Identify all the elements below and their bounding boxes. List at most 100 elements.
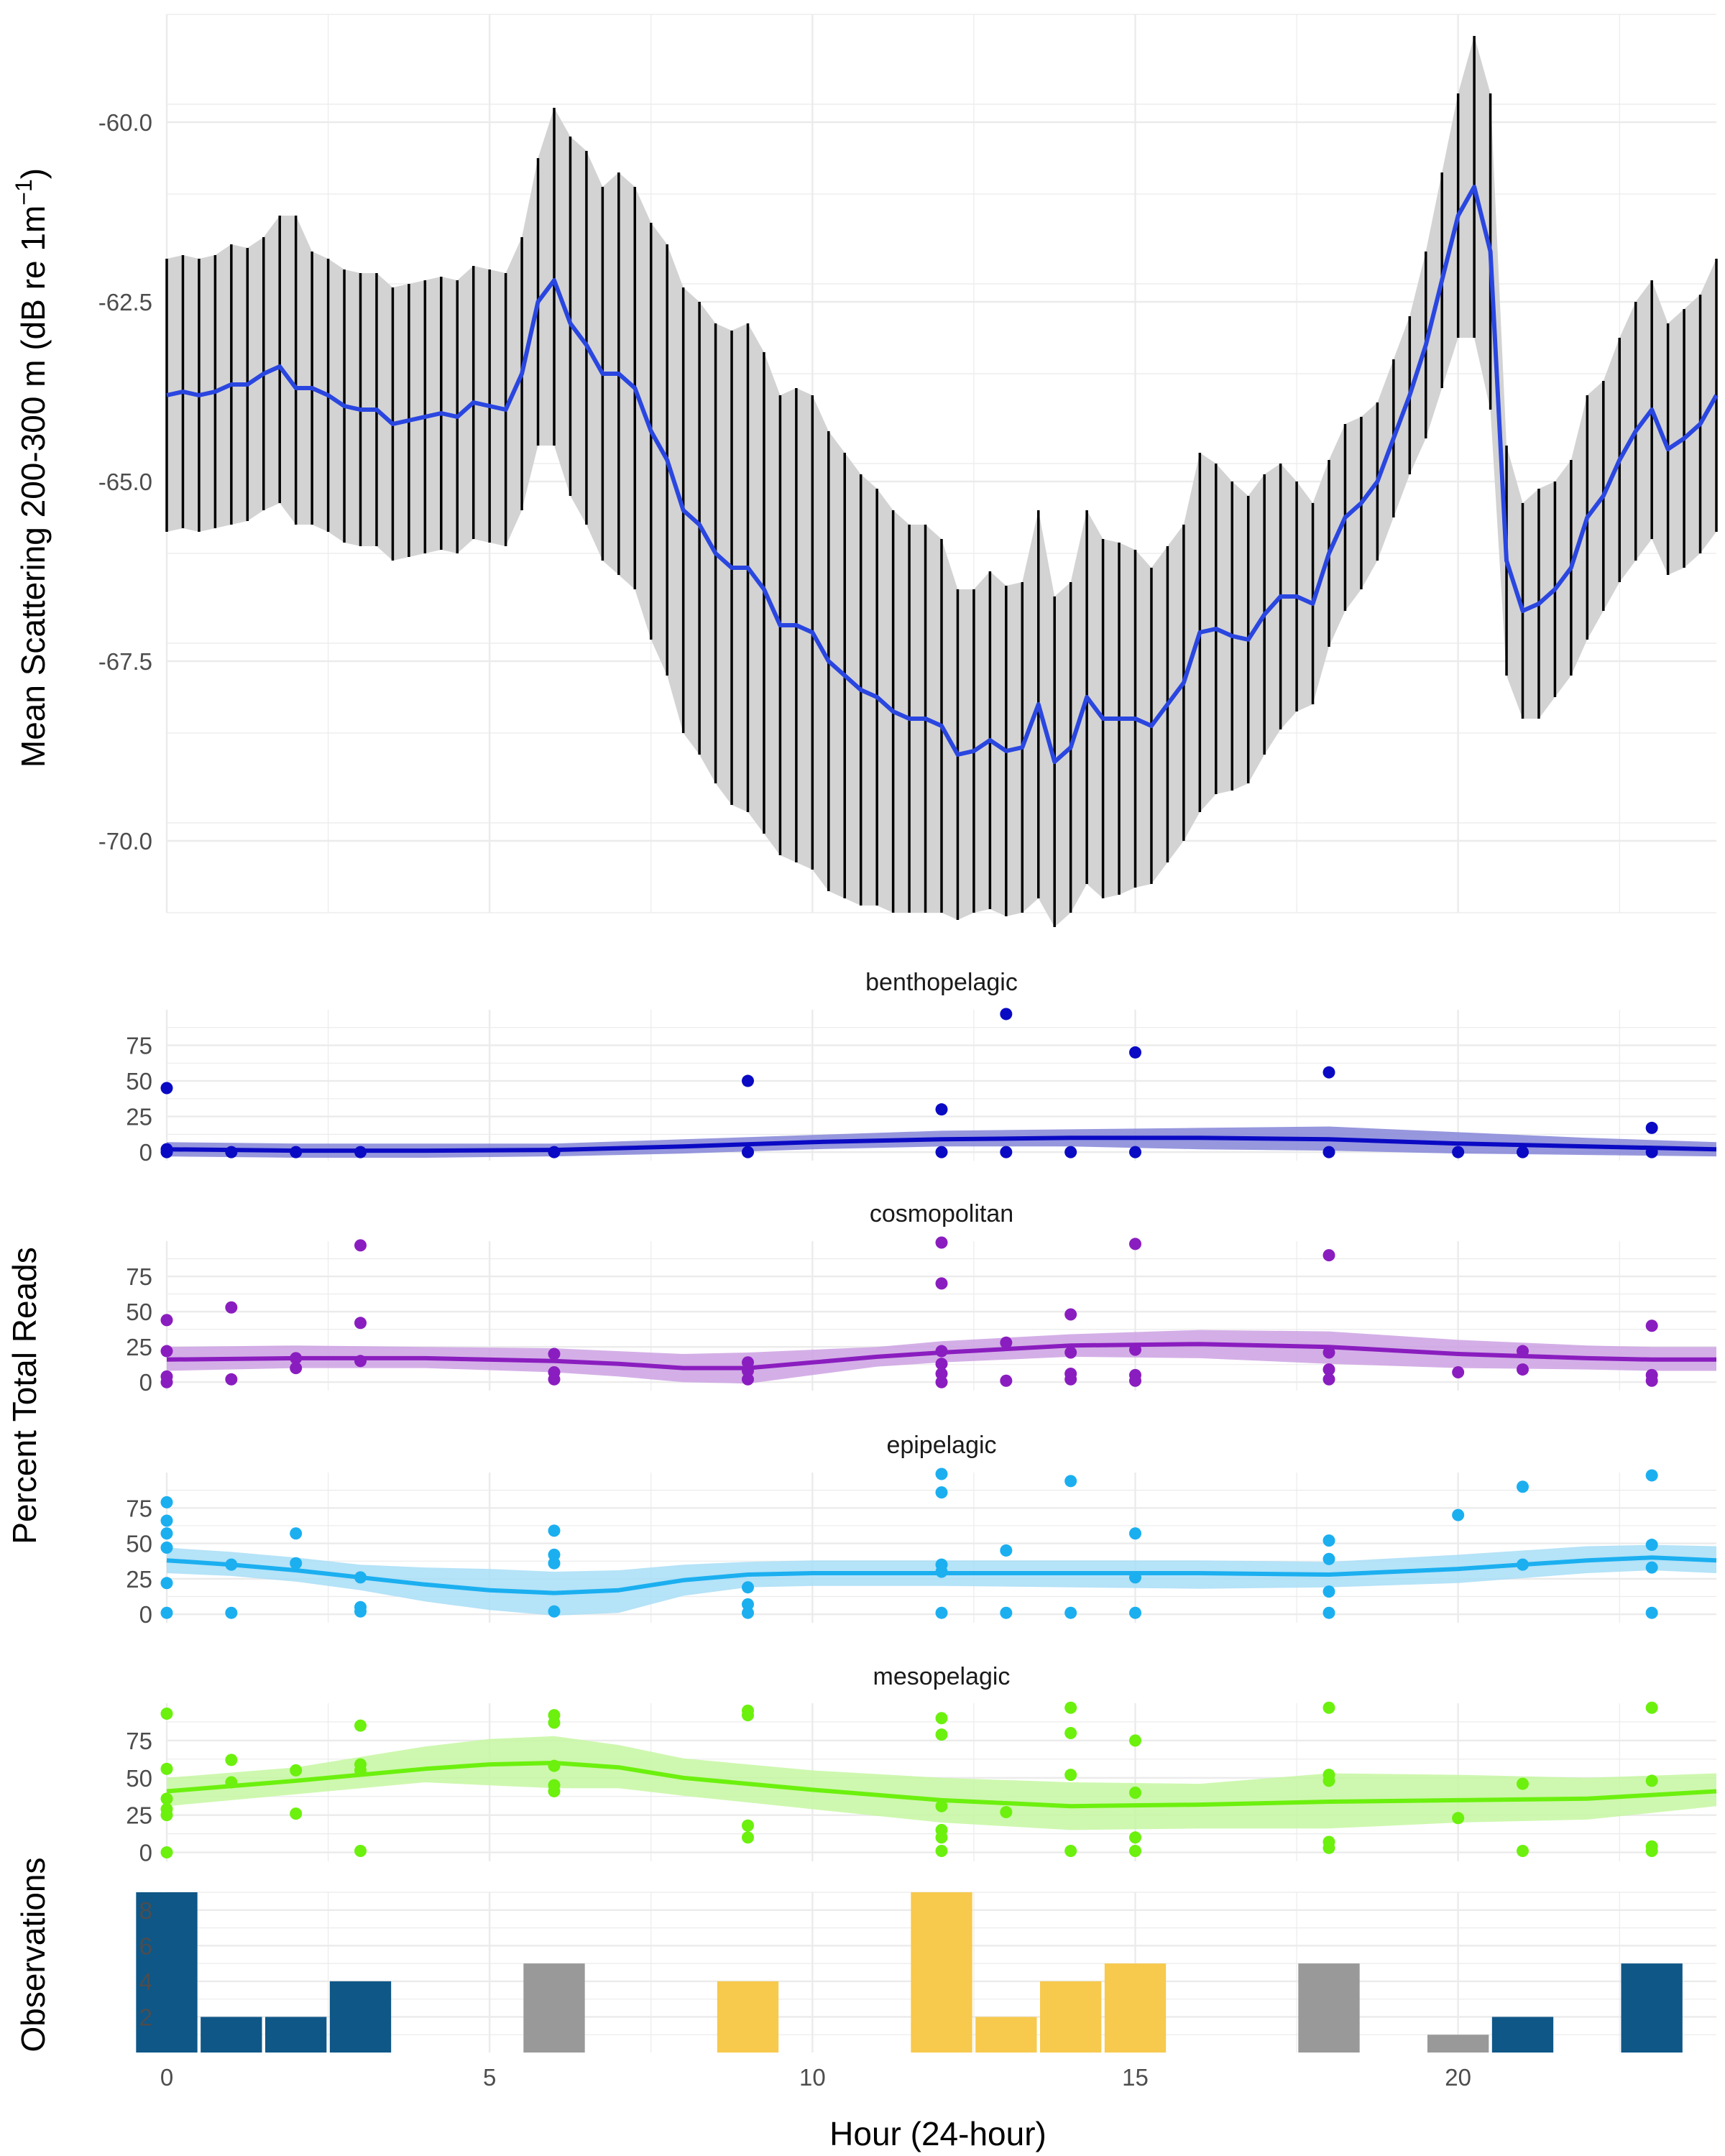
epipelagic-data-point <box>225 1606 238 1619</box>
mesopelagic-data-point <box>160 1792 173 1805</box>
cosmopolitan-data-point <box>354 1317 367 1330</box>
cosmopolitan-data-point <box>548 1348 561 1360</box>
ylabel-superscript: −1 <box>11 179 37 205</box>
mesopelagic-data-point <box>548 1716 561 1729</box>
observation-bar <box>1621 1963 1683 2053</box>
benthopelagic-data-point <box>1645 1121 1658 1134</box>
epipelagic-data-point <box>1517 1558 1529 1571</box>
epipelagic-data-point <box>1517 1480 1529 1493</box>
y-tick-label: 75 <box>126 1495 152 1521</box>
cosmopolitan-data-point <box>1064 1346 1077 1359</box>
epipelagic-data-point <box>1064 1606 1077 1619</box>
ylabel-close: ) <box>14 168 52 179</box>
epipelagic-data-point <box>1322 1552 1335 1565</box>
cosmopolitan-data-point <box>742 1373 754 1386</box>
y-tick-label: 25 <box>126 1104 152 1130</box>
epipelagic-data-point <box>935 1468 948 1480</box>
mesopelagic-data-point <box>1129 1734 1141 1747</box>
epipelagic-data-point <box>1064 1475 1077 1488</box>
mesopelagic-data-point <box>225 1754 238 1766</box>
epipelagic-data-point <box>548 1548 561 1561</box>
mesopelagic-data-point <box>1322 1701 1335 1714</box>
observation-bar <box>201 2017 262 2053</box>
benthopelagic-data-point <box>935 1103 948 1116</box>
benthopelagic-data-point <box>935 1146 948 1158</box>
mesopelagic-data-point <box>1517 1844 1529 1857</box>
cosmopolitan-data-point <box>160 1376 173 1388</box>
benthopelagic-data-point <box>1129 1046 1141 1059</box>
mesopelagic-data-point <box>1129 1787 1141 1800</box>
epipelagic-data-point <box>160 1606 173 1619</box>
cosmopolitan-data-point <box>935 1358 948 1370</box>
cosmopolitan-data-point <box>1129 1238 1141 1250</box>
cosmopolitan-data-point <box>225 1301 238 1314</box>
epipelagic-data-point <box>1645 1469 1658 1482</box>
y-tick-label: 8 <box>139 1897 152 1924</box>
benthopelagic-data-point <box>354 1146 367 1158</box>
benthopelagic-smooth-line <box>166 1135 1717 1153</box>
cosmopolitan-data-point <box>1129 1343 1141 1356</box>
cosmopolitan-data-point <box>290 1352 303 1365</box>
observations-panel: 2 4 6 8 0 5 10 15 20 <box>136 1892 1716 2091</box>
epipelagic-data-point <box>1645 1561 1658 1574</box>
y-tick-label: 25 <box>126 1802 152 1829</box>
epipelagic-data-point <box>290 1557 303 1570</box>
y-tick-label: -62.5 <box>98 289 152 315</box>
benthopelagic-data-point <box>548 1146 561 1158</box>
y-tick-label: 4 <box>139 1968 152 1995</box>
mesopelagic-data-point <box>1645 1844 1658 1857</box>
benthopelagic-data-point <box>160 1146 173 1158</box>
y-tick-label: -67.5 <box>98 648 152 675</box>
epipelagic-data-point <box>1129 1571 1141 1584</box>
mesopelagic-data-point <box>225 1776 238 1789</box>
mesopelagic-data-point <box>1064 1727 1077 1740</box>
y-tick-label: 50 <box>126 1765 152 1792</box>
cosmopolitan-data-point <box>742 1365 754 1378</box>
mesopelagic-data-point <box>1322 1774 1335 1787</box>
mesopelagic-data-point <box>1129 1831 1141 1844</box>
mesopelagic-data-point <box>1129 1844 1141 1857</box>
mesopelagic-data-point <box>935 1728 948 1741</box>
mesopelagic-confidence-band <box>167 1736 1716 1830</box>
mesopelagic-data-point <box>160 1708 173 1720</box>
mesopelagic-data-point <box>548 1759 561 1772</box>
observation-bar <box>717 1981 779 2053</box>
benthopelagic-data-point <box>1645 1146 1658 1158</box>
x-tick-label: 5 <box>483 2064 496 2091</box>
cosmopolitan-data-point <box>1322 1346 1335 1359</box>
mesopelagic-data-point <box>160 1762 173 1775</box>
cosmopolitan-data-point <box>742 1356 754 1369</box>
cosmopolitan-data-point <box>225 1373 238 1386</box>
observation-bar <box>1039 1981 1102 2053</box>
benthopelagic-data-point <box>1000 1146 1013 1158</box>
cosmopolitan-title: cosmopolitan <box>870 1200 1013 1227</box>
cosmopolitan-data-point <box>1064 1373 1077 1386</box>
x-tick-label: 10 <box>799 2064 826 2091</box>
benthopelagic-title: benthopelagic <box>865 969 1018 996</box>
observation-bar <box>1491 2017 1554 2053</box>
mesopelagic-data-point <box>935 1712 948 1725</box>
mesopelagic-data-point <box>160 1809 173 1822</box>
cosmopolitan-data-point <box>290 1362 303 1375</box>
benthopelagic-data-point <box>1452 1146 1465 1158</box>
epipelagic-data-point <box>548 1524 561 1537</box>
benthopelagic-data-point <box>1000 1008 1013 1021</box>
y-tick-label: 0 <box>139 1601 152 1628</box>
epipelagic-data-point <box>1322 1606 1335 1619</box>
cosmopolitan-panel: cosmopolitan 0 25 50 75 <box>126 1200 1716 1396</box>
observation-bar <box>911 1892 972 2053</box>
scattering-panel: -70.0 -67.5 -65.0 -62.5 -60.0 <box>98 14 1719 927</box>
mesopelagic-data-point <box>290 1807 303 1820</box>
epipelagic-data-point <box>1129 1527 1141 1540</box>
cosmopolitan-data-point <box>1452 1365 1465 1378</box>
epipelagic-data-point <box>160 1577 173 1590</box>
observation-bar <box>264 2017 327 2053</box>
observation-bar <box>975 2017 1037 2053</box>
benthopelagic-panel: benthopelagic 0 25 50 75 <box>126 969 1717 1166</box>
x-axis-label: Hour (24-hour) <box>829 2115 1046 2152</box>
cosmopolitan-data-point <box>935 1277 948 1290</box>
y-tick-label: 75 <box>126 1728 152 1754</box>
y-tick-label: 75 <box>126 1033 152 1059</box>
mesopelagic-data-point <box>742 1709 754 1722</box>
epipelagic-data-point <box>1645 1539 1658 1552</box>
